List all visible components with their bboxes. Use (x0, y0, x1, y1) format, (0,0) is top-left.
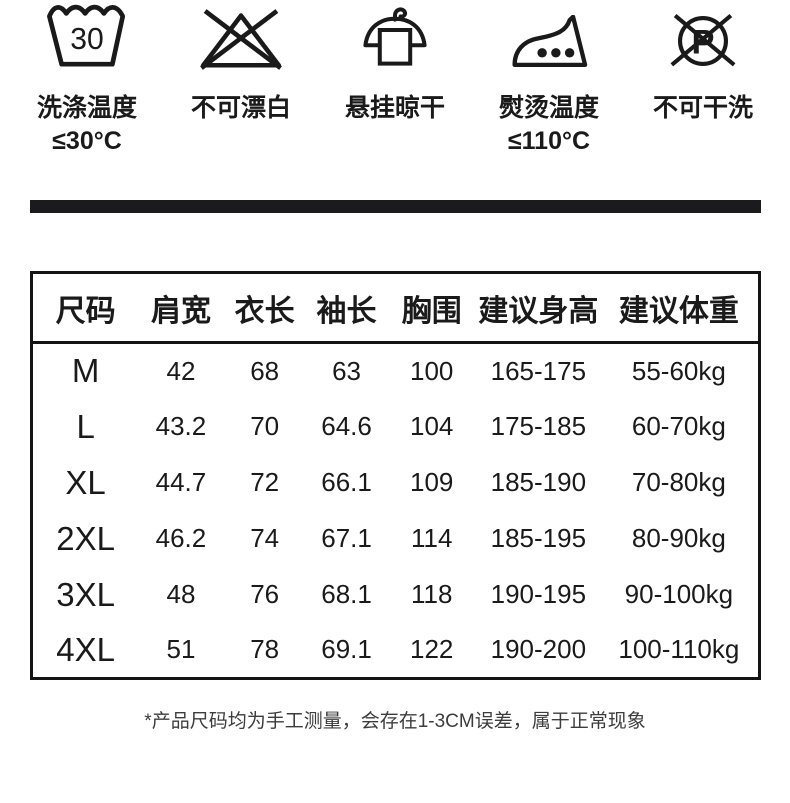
section-divider-bar (29, 200, 761, 213)
cell-height: 175-185 (490, 411, 587, 441)
table-row-l: L 43.2 70 64.6 104 175-185 60-70kg (31, 399, 759, 455)
cell-weight: 60-70kg (631, 411, 726, 441)
cell-shoulder: 43.2 (155, 411, 207, 441)
cell-size: 4XL (56, 630, 115, 668)
measurement-disclaimer: *产品尺码均为手工测量，会存在1-3CM误差，属于正常现象 (144, 711, 646, 732)
header-length: 衣长 (223, 272, 307, 344)
care-sublabel: ≤30°C (52, 127, 122, 155)
table-row-4xl: 4XL 51 78 69.1 122 190-200 100-110kg (31, 623, 759, 679)
iron-three-dots-icon (512, 15, 588, 67)
hang-dry-icon (363, 7, 427, 66)
cell-height: 185-195 (490, 523, 587, 553)
cell-weight: 70-80kg (631, 467, 726, 497)
no-bleach-icon (200, 9, 282, 70)
cell-shoulder: 42 (166, 355, 196, 386)
size-chart-table: 尺码 肩宽 衣长 袖长 胸围 建议身高 建议体重 M 42 68 63 100 … (29, 271, 761, 680)
header-shoulder: 肩宽 (138, 272, 224, 344)
size-chart-header: 尺码 肩宽 衣长 袖长 胸围 建议身高 建议体重 (31, 272, 759, 344)
care-label: 洗涤温度 (36, 94, 137, 122)
table-row-xl: XL 44.7 72 66.1 109 185-190 70-80kg (31, 455, 759, 511)
care-symbols-section: 30 洗涤温度 ≤30°C 不可漂白 悬挂晾干 (0, 0, 790, 158)
cell-shoulder: 51 (166, 634, 196, 665)
cell-height: 185-190 (490, 467, 587, 497)
header-size: 尺码 (31, 272, 139, 344)
care-item-iron-temp: 熨烫温度 ≤110°C (472, 4, 626, 158)
wash-basin-30-icon: 30 (40, 4, 134, 70)
cell-chest: 122 (410, 634, 454, 665)
cell-weight: 100-110kg (618, 634, 740, 665)
cell-sleeve: 68.1 (321, 579, 372, 609)
cell-size: M (71, 352, 100, 390)
header-row: 尺码 肩宽 衣长 袖长 胸围 建议身高 建议体重 (31, 272, 759, 344)
cell-chest: 109 (410, 467, 454, 497)
no-dry-clean-icon: P (662, 4, 744, 70)
cell-chest: 118 (410, 579, 453, 609)
cell-weight: 80-90kg (631, 523, 726, 553)
cell-length: 70 (250, 411, 280, 441)
size-chart-body: M 42 68 63 100 165-175 55-60kg L 43.2 70… (31, 343, 759, 679)
cell-length: 74 (250, 523, 280, 553)
cell-length: 76 (250, 579, 280, 609)
dry-clean-letter: P (692, 23, 715, 61)
header-weight: 建议体重 (600, 272, 759, 344)
care-label: 熨烫温度 (498, 94, 599, 122)
cell-shoulder: 44.7 (155, 467, 207, 497)
cell-sleeve: 63 (332, 355, 362, 386)
care-item-wash-temp: 30 洗涤温度 ≤30°C (10, 4, 164, 158)
care-item-no-dry-clean: P 不可干洗 (626, 4, 780, 158)
header-sleeve: 袖长 (306, 272, 387, 344)
cell-size: XL (65, 463, 106, 501)
no-dry-clean-icon: P (670, 14, 736, 67)
no-bleach-icon (195, 4, 287, 70)
iron-three-dots-icon (506, 4, 592, 70)
cell-size: 2XL (56, 519, 115, 557)
cell-chest: 100 (410, 355, 454, 386)
cell-size: 3XL (56, 575, 115, 613)
cell-sleeve: 67.1 (321, 523, 372, 553)
hang-dry-icon (355, 4, 435, 70)
wash-temp-number: 30 (70, 23, 103, 56)
cell-chest: 114 (410, 523, 453, 553)
cell-length: 78 (250, 634, 280, 665)
cell-height: 165-175 (490, 355, 587, 386)
care-item-hang-dry: 悬挂晾干 (318, 4, 472, 158)
cell-sleeve: 69.1 (321, 634, 372, 665)
care-label: 不可干洗 (652, 94, 753, 122)
cell-sleeve: 66.1 (321, 467, 372, 497)
cell-sleeve: 64.6 (321, 411, 372, 441)
table-row-2xl: 2XL 46.2 74 67.1 114 185-195 80-90kg (31, 511, 759, 567)
cell-height: 190-195 (490, 579, 587, 609)
cell-weight: 55-60kg (631, 355, 726, 386)
cell-size: L (76, 407, 95, 445)
table-row-m: M 42 68 63 100 165-175 55-60kg (31, 343, 759, 399)
care-label: 悬挂晾干 (344, 94, 445, 122)
header-height: 建议身高 (476, 272, 601, 344)
header-chest: 胸围 (386, 272, 477, 344)
cell-height: 190-200 (490, 634, 587, 665)
care-label: 不可漂白 (190, 94, 291, 122)
cell-chest: 104 (410, 411, 454, 441)
cell-shoulder: 48 (166, 579, 196, 609)
cell-length: 68 (250, 355, 280, 386)
table-row-3xl: 3XL 48 76 68.1 118 190-195 90-100kg (31, 567, 759, 623)
cell-length: 72 (250, 467, 280, 497)
cell-weight: 90-100kg (624, 579, 734, 609)
cell-shoulder: 46.2 (155, 523, 207, 553)
size-chart: 尺码 肩宽 衣长 袖长 胸围 建议身高 建议体重 M 42 68 63 100 … (29, 271, 761, 680)
care-sublabel: ≤110°C (507, 127, 591, 155)
wash-basin-30-icon: 30 (47, 4, 126, 67)
care-item-no-bleach: 不可漂白 (164, 4, 318, 158)
